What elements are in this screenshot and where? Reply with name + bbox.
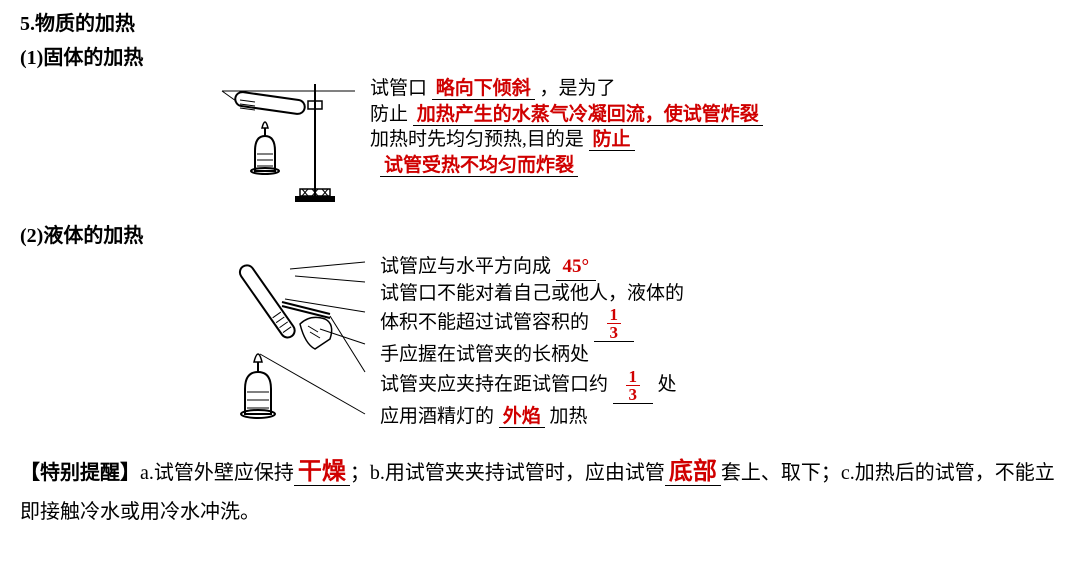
frac1-den: 3 xyxy=(607,324,622,341)
frac2-den: 3 xyxy=(626,386,641,403)
liquid-section: 试管应与水平方向成 45° 试管口不能对着自己或他人，液体的 体积不能超过试管容… xyxy=(20,254,1060,437)
fraction-1-3-b: 1 3 xyxy=(626,368,641,403)
liquid-diagram xyxy=(230,254,370,437)
rem-b-pre: b.用试管夹夹持试管时，应由试管 xyxy=(370,462,665,484)
rem-a-post: ； xyxy=(350,462,370,484)
liq-l5b: 处 xyxy=(658,374,677,395)
liq-l3a: 体积不能超过试管容积的 xyxy=(380,312,589,333)
liq-l1a: 试管应与水平方向成 xyxy=(380,256,551,277)
solid-section: 试管口 略向下倾斜 ，是为了 防止 加热产生的水蒸气冷凝回流，使试管炸裂 加热时… xyxy=(20,76,1060,214)
liq-l6a: 应用酒精灯的 xyxy=(380,406,494,427)
solid-ans3a: 防止 xyxy=(589,129,635,151)
solid-l3a: 加热时先均匀预热,目的是 xyxy=(370,129,584,150)
liq-a6: 外焰 xyxy=(499,406,545,428)
rem-b-post: 套上、取下； xyxy=(721,462,841,484)
liq-a1: 45° xyxy=(562,256,589,277)
frac2-num: 1 xyxy=(626,368,641,386)
frac1-num: 1 xyxy=(607,306,622,324)
fraction-1-3-a: 1 3 xyxy=(607,306,622,341)
solid-ans1: 略向下倾斜 xyxy=(432,78,535,100)
rem-a-ans: 干燥 xyxy=(294,459,350,486)
reminder-tag: 【特别提醒】 xyxy=(20,462,140,484)
main-title: 5.物质的加热 xyxy=(20,10,1060,38)
solid-l2a: 防止 xyxy=(370,104,408,125)
liq-l6b: 加热 xyxy=(550,406,588,427)
liq-l4: 手应握在试管夹的长柄处 xyxy=(380,342,1060,368)
solid-ans3b: 试管受热不均匀而炸裂 xyxy=(380,155,578,177)
liquid-heading: (2)液体的加热 xyxy=(20,222,1060,250)
solid-ans2: 加热产生的水蒸气冷凝回流，使试管炸裂 xyxy=(413,104,763,126)
solid-l1a: 试管口 xyxy=(370,78,427,99)
liq-l5a: 试管夹应夹持在距试管口约 xyxy=(380,374,608,395)
liq-l2: 试管口不能对着自己或他人，液体的 xyxy=(380,281,1060,307)
rem-b-ans: 底部 xyxy=(665,459,721,486)
solid-heading: (1)固体的加热 xyxy=(20,44,1060,72)
solid-l1b: ，是为了 xyxy=(540,78,616,99)
rem-a-pre: a.试管外壁应保持 xyxy=(140,462,294,484)
solid-annotations: 试管口 略向下倾斜 ，是为了 防止 加热产生的水蒸气冷凝回流，使试管炸裂 加热时… xyxy=(370,76,1060,179)
liquid-annotations: 试管应与水平方向成 45° 试管口不能对着自己或他人，液体的 体积不能超过试管容… xyxy=(380,254,1060,430)
solid-diagram xyxy=(220,76,360,214)
reminder-block: 【特别提醒】a.试管外壁应保持干燥；b.用试管夹夹持试管时，应由试管底部套上、取… xyxy=(20,451,1060,530)
